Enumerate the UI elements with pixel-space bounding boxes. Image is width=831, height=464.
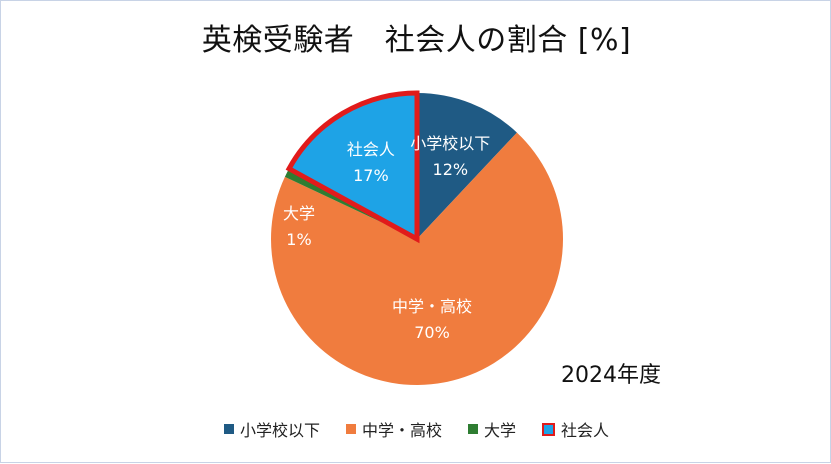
legend-item: 中学・高校 (345, 417, 442, 441)
highlight-layer (285, 90, 420, 244)
legend-label: 大学 (484, 421, 517, 440)
slice-value-label: 70% (414, 323, 450, 342)
legend-item: 大学 (468, 417, 516, 441)
slice-category-label: 社会人 (347, 140, 395, 159)
slice-value-label: 1% (286, 230, 311, 249)
year-annotation: 2024年度 (561, 363, 661, 388)
highlight-outline (285, 90, 420, 244)
chart-title: 英検受験者 社会人の割合 [%] (201, 23, 632, 58)
pie-slice-elementary-or-below (417, 93, 517, 239)
slice-value-label: 17% (353, 166, 389, 185)
slice-category-label: 大学 (283, 204, 315, 223)
legend-label: 中学・高校 (361, 421, 442, 440)
legend-swatch (223, 424, 234, 434)
pie-slice-junior-high-high-school (271, 132, 564, 386)
pie-labels: 小学校以下 12% 中学・高校 70% 大学 1% 社会人 17% (283, 134, 490, 342)
legend: 小学校以下 中学・高校 大学 社会人 (1, 417, 831, 441)
legend-swatch (345, 424, 356, 434)
legend-swatch (542, 422, 556, 436)
slice-category-label: 中学・高校 (392, 297, 472, 316)
legend-item: 社会人 (542, 417, 609, 441)
legend-item: 小学校以下 (223, 417, 320, 441)
legend-label: 小学校以下 (239, 421, 320, 440)
slice-value-label: 12% (433, 160, 469, 179)
slice-category-label: 小学校以下 (410, 134, 490, 153)
legend-swatch (468, 424, 478, 434)
legend-label: 社会人 (561, 421, 610, 440)
